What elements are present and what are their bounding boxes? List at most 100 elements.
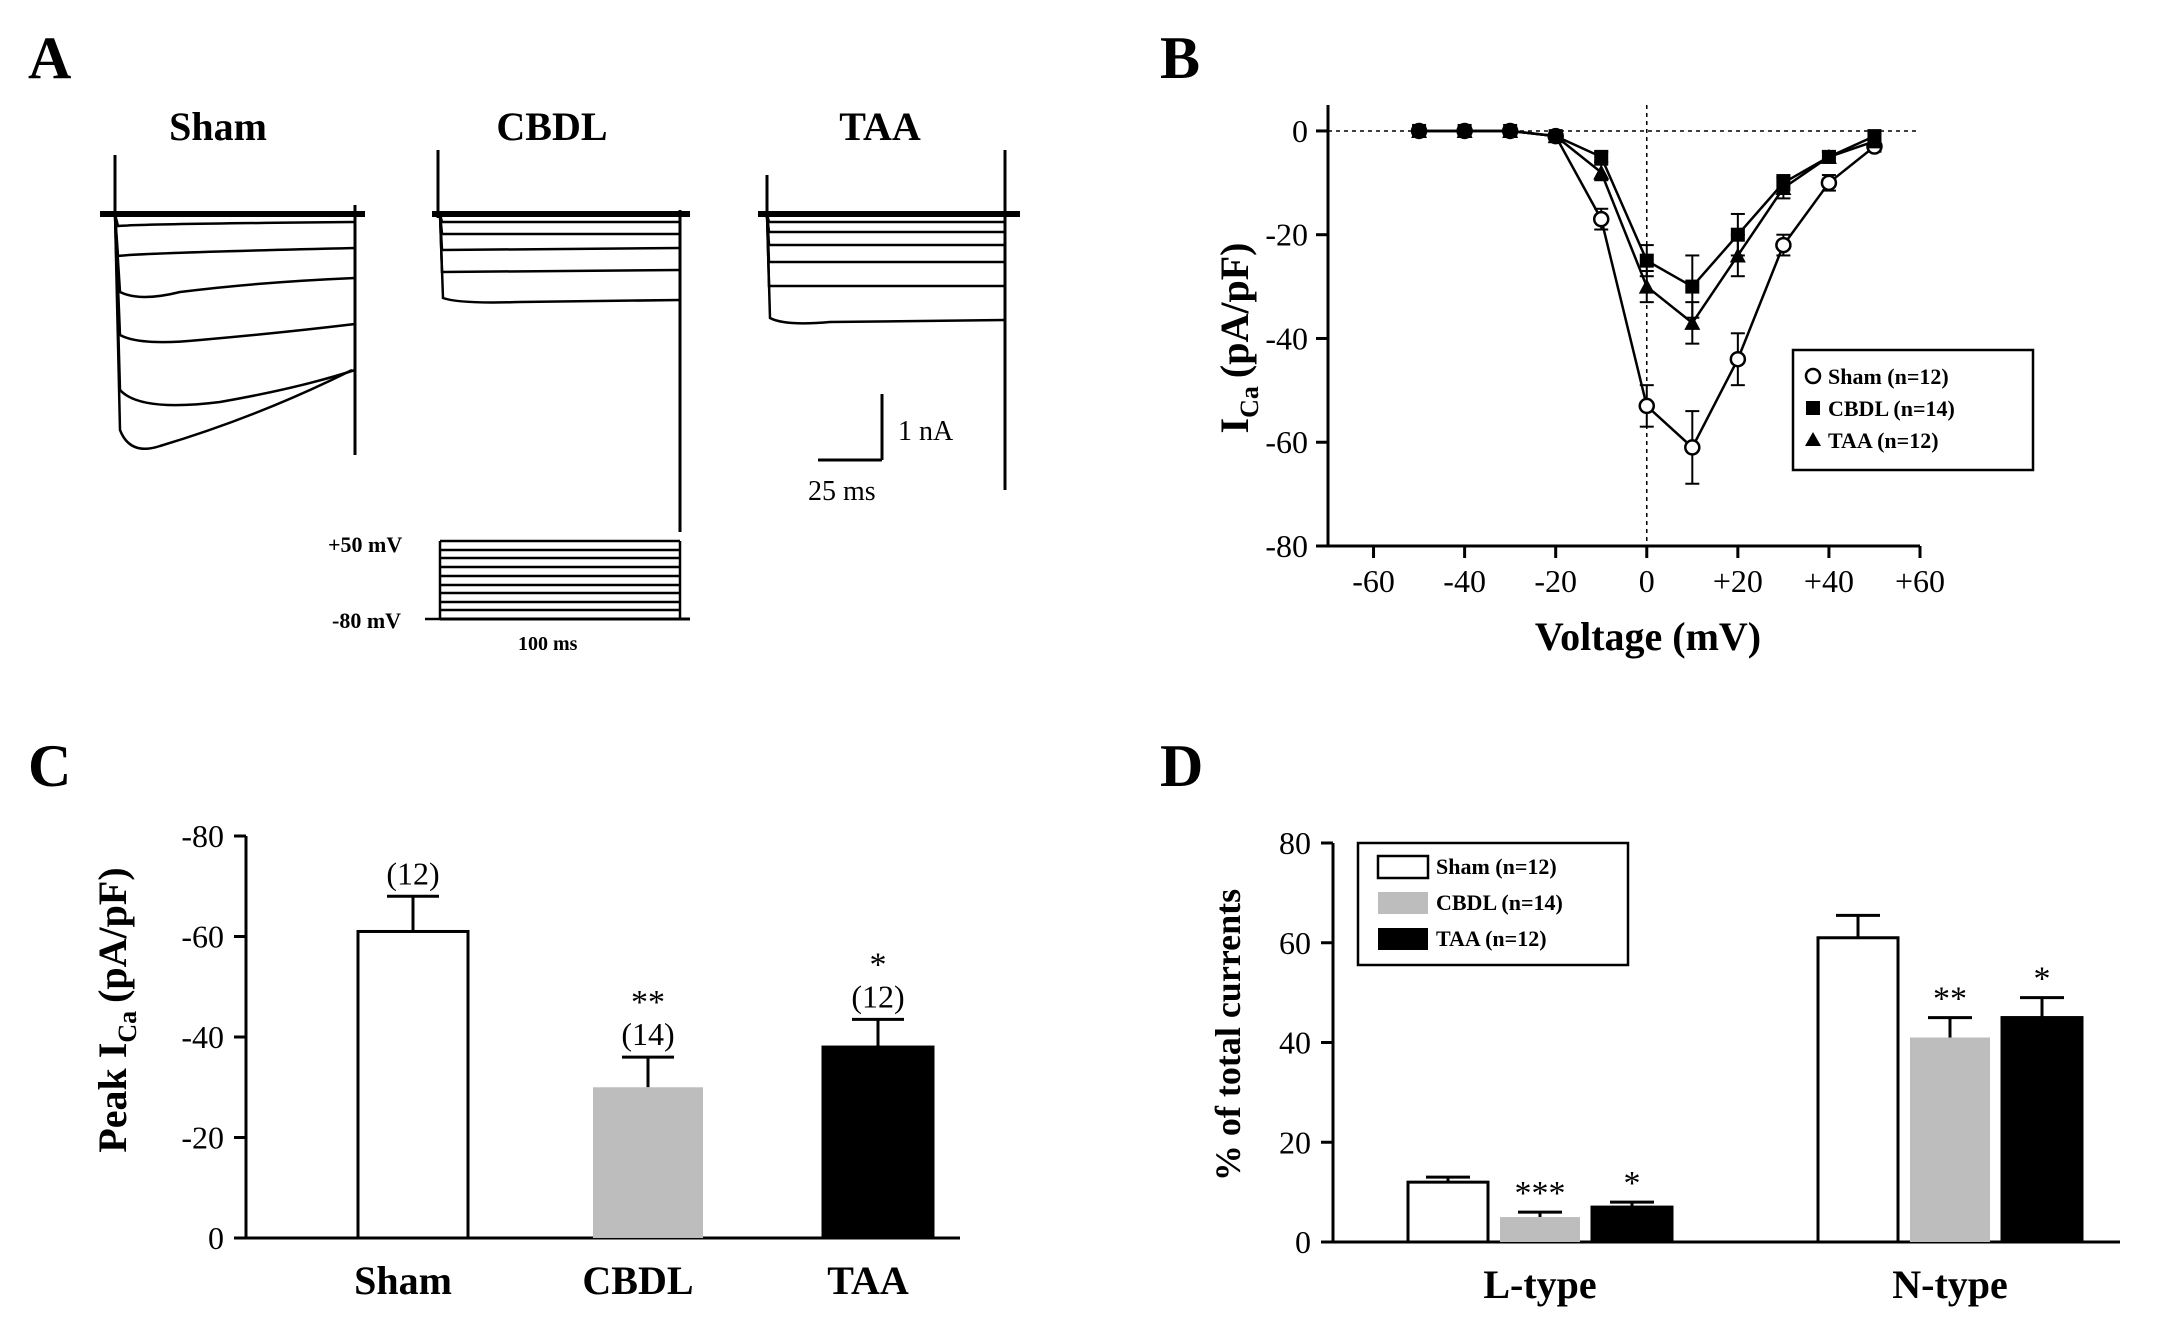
pct-y-tick-label: 20 xyxy=(1279,1124,1311,1160)
iv-legend-cbdl: CBDL (n=14) xyxy=(1828,396,1955,421)
iv-y-tick-label: -40 xyxy=(1265,320,1308,356)
legend-swatch-taa xyxy=(1378,928,1428,950)
pct-significance-taa-n-type: * xyxy=(2034,961,2051,998)
legend-marker-sham xyxy=(1804,367,1822,385)
peak-y-axis-title: Peak ICa(pA/pF) xyxy=(90,867,142,1152)
iv-legend: Sham (n=12) CBDL (n=14) TAA (n=12) xyxy=(1791,348,2035,472)
pct-bar-sham-n-type xyxy=(1816,936,1900,1244)
peak-significance-cbdl: ** xyxy=(631,984,665,1021)
percentage-bars: *** *L-type***N-type xyxy=(1406,913,2084,1307)
pct-bar-sham-l-type xyxy=(1406,1180,1490,1244)
iv-point-cbdl xyxy=(1639,253,1654,268)
iv-series xyxy=(1410,122,1883,485)
protocol-top-label: +50 mV xyxy=(328,532,402,557)
peak-category-label-sham: Sham xyxy=(354,1258,452,1303)
pct-legend-sham: Sham (n=12) xyxy=(1436,854,1557,879)
taa-current-traces xyxy=(758,150,1020,490)
pct-significance-cbdl-l-type: *** xyxy=(1515,1175,1566,1212)
panel-label-b: B xyxy=(1160,25,1200,91)
iv-point-taa xyxy=(1638,278,1655,294)
iv-y-axis-title: ICa(pA/pF) xyxy=(1212,243,1264,434)
protocol-duration-label: 100 ms xyxy=(518,633,578,655)
pct-bar-cbdl-n-type xyxy=(1910,1037,1990,1242)
percentage-legend: Sham (n=12) CBDL (n=14) TAA (n=12) xyxy=(1356,841,1630,967)
pct-significance-cbdl-n-type: ** xyxy=(1933,981,1967,1018)
iv-point-sham xyxy=(1684,439,1701,456)
peak-significance-taa: * xyxy=(870,946,887,983)
panel-label-d: D xyxy=(1160,733,1203,799)
iv-point-sham xyxy=(1729,350,1747,368)
iv-legend-sham: Sham (n=12) xyxy=(1828,364,1949,389)
pct-bar-taa-l-type xyxy=(1590,1205,1674,1244)
iv-point-taa xyxy=(1866,133,1883,149)
peak-y-tick-label: -60 xyxy=(181,919,224,955)
legend-marker-cbdl xyxy=(1806,401,1820,415)
iv-x-tick-label: +60 xyxy=(1895,563,1945,599)
iv-point-taa xyxy=(1593,164,1610,180)
iv-point-taa xyxy=(1456,122,1473,138)
iv-x-tick-label: 0 xyxy=(1639,563,1655,599)
iv-x-tick-label: +20 xyxy=(1713,563,1763,599)
pct-y-tick-label: 40 xyxy=(1279,1025,1311,1061)
peak-bar-sham xyxy=(356,929,470,1240)
peak-n-label-sham: (12) xyxy=(386,855,439,891)
scale-time-label: 25 ms xyxy=(808,476,876,507)
pct-y-tick-label: 0 xyxy=(1295,1224,1311,1260)
pct-bar-taa-n-type xyxy=(2000,1016,2084,1244)
iv-point-taa xyxy=(1684,314,1701,330)
iv-axes xyxy=(1316,105,1922,558)
iv-point-taa xyxy=(1547,128,1564,144)
voltage-protocol xyxy=(425,539,690,621)
iv-x-tick-label: -20 xyxy=(1534,563,1577,599)
peak-category-label-cbdl: CBDL xyxy=(582,1258,693,1303)
iv-legend-taa: TAA (n=12) xyxy=(1828,428,1939,453)
pct-significance-taa-l-type: * xyxy=(1624,1165,1641,1202)
iv-point-taa xyxy=(1820,148,1837,164)
peak-bars: (12)Sham(14)**CBDL(12)*TAA xyxy=(354,855,935,1303)
iv-point-cbdl xyxy=(1594,149,1609,164)
iv-tick-labels: 0 -20 -40 -60 -80 -60 -40 -20 0 +20 +40 +60 xyxy=(1265,113,1945,599)
iv-point-sham xyxy=(1638,397,1656,415)
scale-bar xyxy=(818,394,884,462)
protocol-bottom-label: -80 mV xyxy=(332,608,401,633)
peak-bar-taa xyxy=(821,1045,935,1240)
iv-point-sham xyxy=(1820,174,1838,192)
iv-point-cbdl xyxy=(1685,279,1700,294)
pct-legend-cbdl: CBDL (n=14) xyxy=(1436,890,1563,915)
peak-y-tick-label: -20 xyxy=(181,1120,224,1156)
pct-bar-cbdl-l-type xyxy=(1500,1217,1580,1242)
percentage-y-axis-title: % of total currents xyxy=(1208,889,1248,1181)
pct-y-tick-label: 60 xyxy=(1279,925,1311,961)
trace-title-sham: Sham xyxy=(169,104,267,149)
legend-marker-taa xyxy=(1805,432,1821,446)
peak-n-label-taa: (12) xyxy=(851,978,904,1014)
panel-label-a: A xyxy=(28,25,71,91)
legend-swatch-sham xyxy=(1376,854,1430,880)
pct-y-tick-label: 80 xyxy=(1279,825,1311,861)
iv-curve-chart: 0 -20 -40 -60 -80 -60 -40 -20 0 +20 +40 +60 Voltage… xyxy=(1212,105,2035,659)
iv-x-tick-label: +40 xyxy=(1804,563,1854,599)
panel-label-c: C xyxy=(28,733,71,799)
pct-category-label-l-type: L-type xyxy=(1483,1262,1596,1307)
cbdl-current-traces xyxy=(432,150,690,532)
iv-y-tick-label: 0 xyxy=(1292,113,1308,149)
sham-current-traces xyxy=(100,155,365,455)
peak-bar-cbdl xyxy=(593,1087,703,1238)
iv-x-tick-label: -40 xyxy=(1443,563,1486,599)
iv-y-tick-label: -80 xyxy=(1265,528,1308,564)
iv-point-taa xyxy=(1729,247,1746,263)
peak-n-label-cbdl: (14) xyxy=(621,1016,674,1052)
iv-y-tick-label: -20 xyxy=(1265,217,1308,253)
peak-ica-bar-chart: 0-20-40-60-80 (12)Sham(14)**CBDL(12)*TAA… xyxy=(90,818,960,1303)
trace-title-taa: TAA xyxy=(839,104,921,149)
iv-y-tick-label: -60 xyxy=(1265,424,1308,460)
peak-y-tick-label: -80 xyxy=(181,818,224,854)
peak-category-label-taa: TAA xyxy=(827,1258,909,1303)
iv-point-taa xyxy=(1775,180,1792,196)
pct-legend-taa: TAA (n=12) xyxy=(1436,926,1547,951)
pct-category-label-n-type: N-type xyxy=(1892,1262,2008,1307)
current-traces-panel: Sham CBDL TAA xyxy=(100,104,1020,655)
legend-swatch-cbdl xyxy=(1378,892,1428,914)
iv-point-taa xyxy=(1411,122,1428,138)
